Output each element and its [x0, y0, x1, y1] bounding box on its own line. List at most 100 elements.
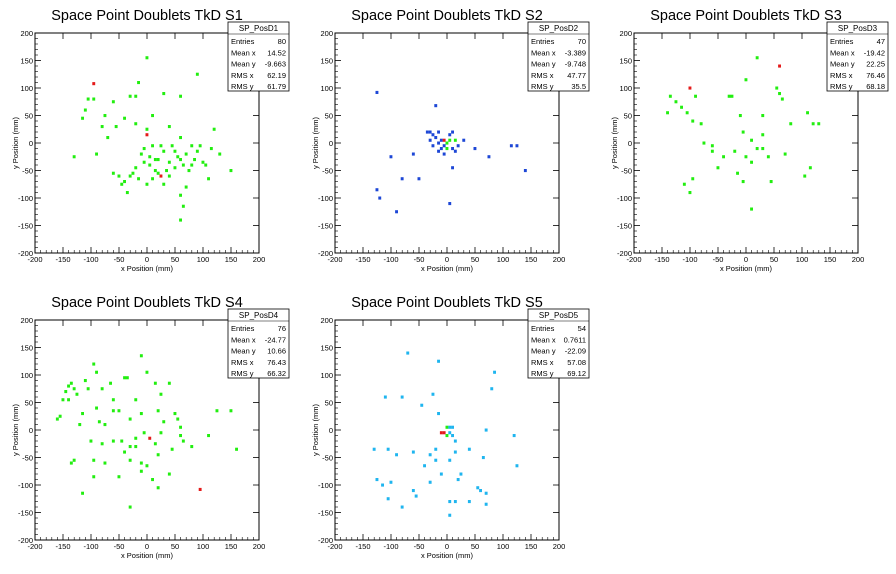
data-cell — [451, 130, 454, 134]
data-cell — [523, 169, 527, 173]
chart-panel-1: Space Point Doublets TkD S1-200 -150 -100-… — [11, 8, 290, 273]
x-tick-label: 100 — [796, 255, 809, 264]
chart-title: Space Point Doublets TkD S5 — [351, 295, 543, 311]
y-tick-label: 50 — [25, 398, 33, 407]
y-tick-label: 0 — [29, 139, 33, 148]
data-cell — [730, 94, 734, 98]
data-cell — [103, 423, 107, 427]
y-tick-label: -50 — [22, 166, 33, 175]
data-cell — [448, 202, 452, 206]
stats-label: Entries — [531, 324, 555, 333]
data-cell — [487, 155, 491, 159]
data-cell — [159, 392, 163, 396]
data-cell — [159, 431, 163, 435]
y-axis-label: y Position (mm) — [11, 116, 20, 169]
x-tick-label: -50 — [414, 542, 425, 551]
stats-value: 54 — [578, 324, 586, 333]
data-cell — [389, 155, 393, 159]
stats-name: SP_PosD3 — [838, 24, 878, 33]
data-cell — [428, 453, 432, 457]
data-cell — [117, 475, 121, 479]
data-cell — [484, 502, 488, 506]
data-cell — [139, 412, 143, 416]
data-cell — [803, 174, 807, 178]
y-tick-label: -200 — [617, 249, 632, 258]
data-cell — [95, 152, 98, 156]
data-cell — [142, 160, 146, 164]
data-cell — [375, 90, 379, 94]
data-cell — [395, 210, 398, 214]
axis-ticks: -200 -150 -100 -50 0 50 100 150 200 -200 -150 -100 -… — [318, 316, 565, 551]
data-cell — [383, 395, 387, 399]
data-cell — [453, 138, 457, 142]
data-cell — [181, 163, 185, 167]
data-cell — [420, 403, 424, 407]
stats-label: Mean y — [231, 60, 256, 69]
x-tick-label: -150 — [355, 255, 370, 264]
data-cell — [207, 434, 210, 438]
data-cell — [148, 436, 152, 440]
data-cell — [92, 82, 96, 86]
chart-panel-3: Space Point Doublets TkD S3-200 -150 -100-… — [610, 8, 889, 273]
x-tick-label: 200 — [553, 255, 566, 264]
data-cell — [111, 398, 115, 402]
data-cell — [431, 392, 435, 396]
x-tick-label: 50 — [471, 542, 479, 551]
data-cell — [145, 370, 149, 374]
data-cell — [437, 141, 440, 145]
data-cell — [691, 177, 695, 181]
x-tick-label: 100 — [197, 255, 210, 264]
data-cell — [72, 458, 76, 462]
x-tick-label: -100 — [682, 255, 697, 264]
data-cell — [92, 475, 96, 479]
data-cell — [100, 442, 104, 446]
data-cell — [156, 453, 160, 457]
x-tick-label: 150 — [225, 255, 238, 264]
y-tick-label: 100 — [20, 84, 33, 93]
data-cell — [437, 359, 440, 363]
data-cell — [733, 149, 737, 153]
stats-box: SP_PosD2 Entries 70 Mean x -3.389 Mean y -9.74… — [527, 21, 590, 92]
data-cell — [395, 453, 398, 457]
x-tick-label: 150 — [525, 255, 538, 264]
data-cell — [453, 450, 457, 454]
data-cell — [761, 133, 765, 137]
stats-box: SP_PosD1 Entries 80 Mean x 14.52 Mean y -9.663… — [227, 21, 290, 92]
data-cell — [476, 486, 480, 490]
x-tick-label: 0 — [744, 255, 748, 264]
stats-label: Mean x — [830, 48, 855, 57]
data-cell — [201, 160, 205, 164]
stats-label: Entries — [830, 37, 854, 46]
data-cell — [125, 191, 129, 195]
data-cell — [145, 182, 149, 186]
data-cell — [817, 122, 821, 126]
data-cell — [668, 94, 672, 98]
data-cell — [179, 94, 182, 98]
data-cell — [425, 130, 429, 134]
stats-label: Mean y — [531, 347, 556, 356]
x-tick-label: -200 — [27, 542, 42, 551]
data-cell — [69, 381, 73, 385]
data-cell — [212, 127, 216, 131]
data-cell — [437, 130, 440, 134]
data-cell — [173, 412, 177, 416]
data-cell — [153, 169, 157, 173]
data-cell — [69, 461, 73, 465]
data-cell — [710, 149, 714, 153]
data-cell — [89, 439, 93, 443]
data-cell — [445, 434, 449, 438]
data-cell — [83, 379, 87, 383]
data-cell — [453, 500, 457, 504]
data-cell — [699, 122, 703, 126]
plot-frame — [34, 319, 260, 541]
stats-label: Mean y — [231, 347, 256, 356]
data-cell — [439, 472, 443, 476]
y-axis-label: y Position (mm) — [11, 403, 20, 456]
data-cell — [204, 163, 208, 167]
x-tick-label: 200 — [852, 255, 865, 264]
y-tick-label: -100 — [318, 194, 333, 203]
stats-value: -19.42 — [864, 48, 885, 57]
data-cell — [769, 180, 773, 184]
data-cell — [453, 149, 457, 153]
data-cell — [156, 486, 160, 490]
